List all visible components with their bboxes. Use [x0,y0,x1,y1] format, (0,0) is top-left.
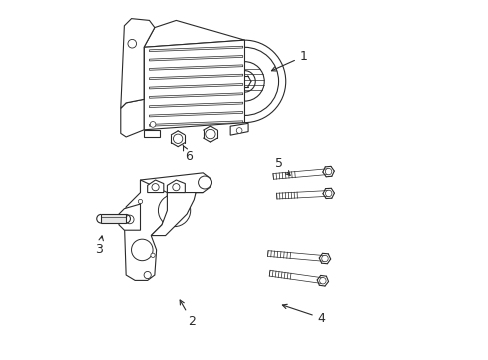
Polygon shape [230,123,247,135]
Polygon shape [149,55,242,61]
Polygon shape [149,65,242,70]
Circle shape [128,40,136,48]
Polygon shape [144,130,160,137]
Polygon shape [149,112,242,117]
Circle shape [152,184,159,191]
Circle shape [325,168,331,175]
Circle shape [138,199,142,204]
Circle shape [198,176,211,189]
Polygon shape [149,121,242,126]
Circle shape [321,255,327,262]
Circle shape [151,253,155,257]
Polygon shape [149,46,242,51]
Circle shape [319,278,325,284]
Polygon shape [140,173,210,193]
Text: 4: 4 [282,304,325,325]
Circle shape [173,134,183,143]
Circle shape [144,271,151,279]
Polygon shape [272,169,328,179]
Text: 5: 5 [274,157,289,175]
Circle shape [233,71,255,92]
Polygon shape [167,180,185,193]
Text: 6: 6 [183,145,192,163]
Text: 1: 1 [271,50,307,71]
Circle shape [205,130,215,139]
Polygon shape [144,40,244,130]
Circle shape [210,47,278,116]
Polygon shape [121,19,155,108]
Circle shape [125,215,134,224]
Polygon shape [149,93,242,98]
Polygon shape [144,21,244,47]
Circle shape [325,190,331,197]
Circle shape [158,194,190,226]
Polygon shape [267,251,325,261]
Polygon shape [101,215,126,223]
Polygon shape [269,270,323,284]
Circle shape [224,62,264,101]
Polygon shape [119,204,140,230]
Text: 2: 2 [180,300,196,328]
Circle shape [131,239,153,261]
Circle shape [150,122,156,127]
Circle shape [236,128,242,134]
Polygon shape [149,84,242,89]
Polygon shape [147,180,163,193]
Polygon shape [149,102,242,108]
Polygon shape [121,47,144,137]
Polygon shape [151,193,203,235]
Polygon shape [276,190,328,199]
Text: 3: 3 [95,236,103,256]
Circle shape [203,40,285,123]
Circle shape [172,184,180,191]
Polygon shape [149,74,242,80]
Polygon shape [124,180,167,280]
